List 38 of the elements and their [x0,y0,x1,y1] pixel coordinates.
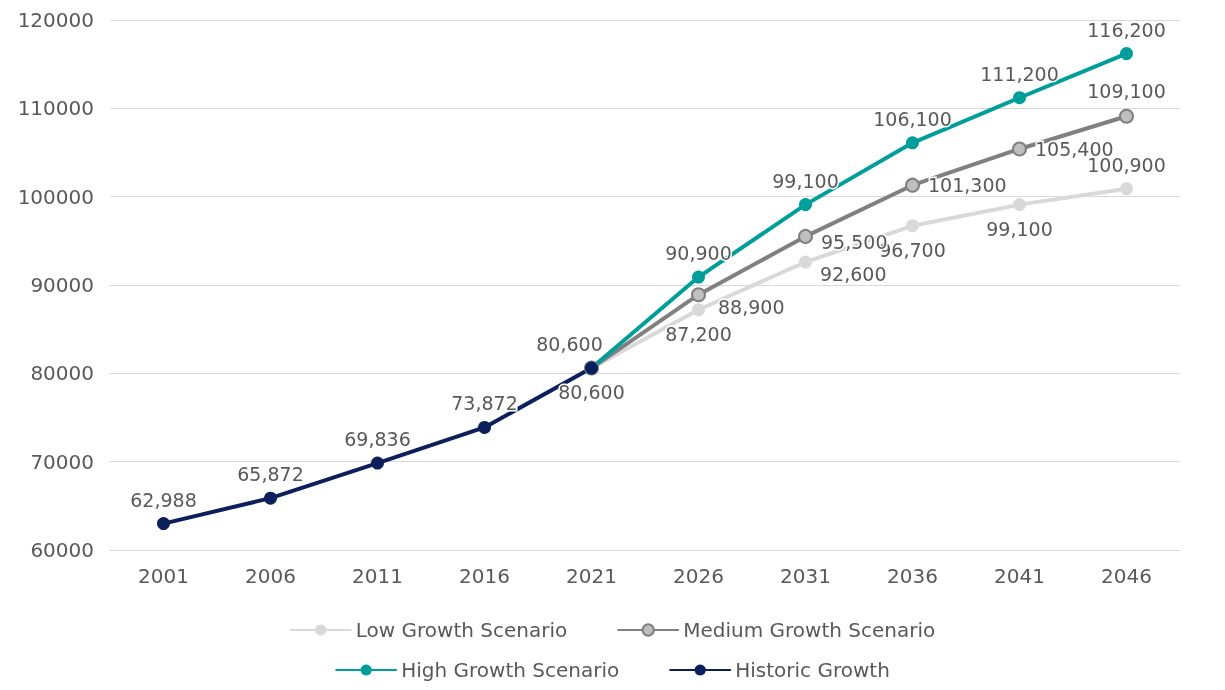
x-tick-label: 2001 [138,564,189,588]
y-tick-label: 110000 [17,96,94,121]
x-tick-label: 2031 [780,564,831,588]
x-tick-label: 2036 [887,564,938,588]
legend-label: Historic Growth [735,658,890,682]
legend-label: Medium Growth Scenario [683,618,936,642]
data-label: 69,836 [344,428,411,451]
y-tick-label: 100000 [17,184,94,209]
data-label: 111,200 [980,62,1059,85]
data-label: 88,900 [718,295,785,318]
x-tick-label: 2011 [352,564,403,588]
data-label: 116,200 [1087,18,1166,41]
data-label: 62,988 [130,488,197,511]
x-tick-label: 2021 [566,564,617,588]
data-label: 99,100 [772,169,839,192]
x-tick-label: 2041 [994,564,1045,588]
y-tick-label: 90000 [30,273,94,297]
data-label: 87,200 [665,322,732,345]
data-label: 80,600 [536,333,603,356]
x-tick-label: 2016 [459,564,510,588]
x-tick-label: 2006 [245,564,296,588]
legend-label: High Growth Scenario [401,658,620,682]
data-label: 92,600 [820,263,887,286]
data-label: 65,872 [237,463,304,486]
y-tick-label: 120000 [17,8,94,32]
data-label: 73,872 [451,392,518,415]
x-tick-label: 2046 [1101,564,1152,588]
y-tick-label: 60000 [30,538,94,562]
data-label: 109,100 [1087,80,1166,103]
data-label: 80,600 [558,381,625,404]
data-label: 106,100 [873,107,952,130]
y-tick-label: 80000 [30,361,94,386]
data-label: 101,300 [928,174,1007,197]
x-tick-label: 2026 [673,564,724,588]
data-label: 90,900 [665,242,732,265]
y-tick-label: 70000 [30,449,94,474]
legend-label: Low Growth Scenario [355,618,568,642]
data-label: 99,100 [986,217,1053,240]
